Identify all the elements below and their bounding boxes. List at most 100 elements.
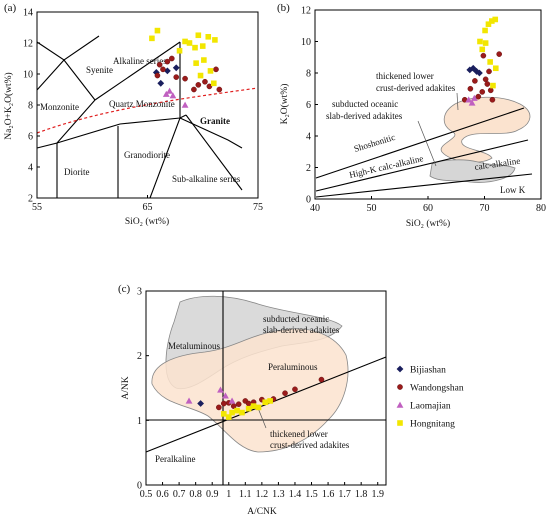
legend-label-hongnitang: Hongnitang	[410, 420, 455, 430]
y-tick-label-b-2: 4	[306, 132, 311, 143]
annot-b-oceanic-slab-2: slab-derived adakites	[326, 111, 403, 121]
point-b-hongnitang-9	[493, 65, 499, 72]
x-axis-label-a: SiO₂ (wt%)	[125, 216, 169, 227]
legend-marker-bijiashan	[396, 365, 404, 373]
y-tick-label-c-2: 2	[137, 351, 142, 362]
annot-b-lower-crust-1: thickened lower	[376, 71, 434, 81]
point-b-hongnitang-2	[482, 27, 488, 34]
field-diorite: Diorite	[64, 167, 90, 177]
legend-marker-wandongshan	[397, 384, 403, 390]
y-tick-label-a-3: 8	[28, 101, 33, 112]
leader-b-oceanic-slab	[417, 120, 437, 167]
x-tick-label-b-1: 50	[367, 203, 377, 214]
point-a-bijiashan-2	[163, 67, 171, 75]
boundary-a-syenite	[36, 35, 100, 61]
point-a-hongnitang-6	[195, 32, 202, 39]
field-peralkaline: Peralkaline	[155, 454, 195, 464]
point-c-laomajian-3	[228, 397, 236, 404]
point-c-hongnitang-6	[250, 403, 257, 409]
point-a-laomajian-2	[169, 92, 177, 99]
point-a-wandongshan-10	[206, 83, 213, 90]
point-a-wandongshan-1	[156, 61, 163, 68]
field-high-k: High-K calc-alkaline	[348, 153, 424, 180]
legend-label-wandongshan: Wandongshan	[410, 384, 464, 394]
point-a-wandongshan-8	[195, 82, 202, 88]
point-c-wandongshan-11	[292, 386, 298, 393]
x-tick-label-c-2: 0.7	[173, 489, 186, 500]
x-tick-label-c-13: 1.8	[355, 489, 368, 500]
point-b-hongnitang-4	[489, 18, 495, 24]
y-tick-label-a-4: 10	[23, 70, 33, 81]
y-tick-label-a-1: 4	[28, 163, 33, 174]
point-a-bijiashan-1	[157, 79, 165, 87]
field-monzonite: Monzonite	[40, 102, 79, 112]
x-axis-label-c: A/CNK	[247, 507, 277, 517]
legend-label-laomajian: Laomajian	[410, 402, 451, 412]
point-a-wandongshan-9	[202, 78, 208, 85]
y-tick-label-b-6: 12	[301, 6, 311, 17]
point-b-wandongshan-9	[480, 52, 487, 59]
point-b-wandongshan-1	[467, 85, 474, 92]
x-tick-label-c-6: 1.1	[239, 489, 252, 500]
panel-a-label: (a)	[4, 2, 17, 14]
x-tick-label-b-0: 40	[310, 203, 320, 214]
point-c-wandongshan-10	[282, 390, 288, 396]
boundary-a-grd-right	[149, 117, 181, 199]
x-tick-label-c-1: 0.6	[156, 489, 169, 500]
point-a-hongnitang-12	[207, 68, 214, 74]
x-tick-label-c-5: 1	[226, 489, 231, 500]
leader-c-lower-crust	[257, 407, 267, 429]
legend-marker-laomajian	[396, 401, 404, 408]
field-c-lower-crust-adakite	[151, 328, 349, 453]
point-b-hongnitang-6	[482, 40, 489, 46]
point-a-hongnitang-8	[205, 34, 212, 40]
field-low-k: Low K	[500, 185, 526, 195]
y-tick-label-c-3: 3	[137, 287, 142, 298]
ticks-a: 55 65 75 2 4 6 8 10 12 14	[23, 8, 263, 214]
point-b-laomajian-0	[465, 96, 473, 103]
y-tick-label-c-0: 0	[137, 481, 142, 492]
x-tick-label-a-1: 65	[143, 202, 153, 213]
y-axis-label-c: A/NK	[121, 376, 131, 399]
point-a-hongnitang-1	[154, 27, 161, 34]
x-tick-label-c-3: 0.8	[189, 489, 202, 500]
field-syenite: Syenite	[86, 65, 113, 75]
field-granodiorite: Granodiorite	[124, 150, 170, 160]
field-shoshonitic: Shoshonitic	[353, 132, 397, 154]
field-metaluminous: Metaluminous	[168, 341, 220, 351]
y-tick-label-b-5: 10	[301, 37, 311, 48]
point-c-hongnitang-7	[255, 404, 262, 411]
point-c-wandongshan-1	[220, 400, 227, 407]
y-tick-label-b-0: 0	[306, 195, 311, 206]
point-c-hongnitang-9	[267, 398, 273, 404]
boundary-b-highk	[315, 139, 529, 192]
panel-b-label: (b)	[277, 2, 290, 14]
point-a-hongnitang-9	[212, 37, 218, 43]
x-tick-label-a-2: 75	[253, 202, 263, 213]
point-b-wandongshan-2	[472, 78, 478, 84]
leader-b-lower-crust	[456, 92, 459, 111]
point-a-wandongshan-7	[191, 86, 197, 93]
legend-marker-hongnitang	[397, 420, 403, 426]
point-b-wandongshan-10	[484, 81, 491, 87]
point-c-laomajian-0	[185, 397, 193, 404]
x-tick-label-b-4: 80	[536, 203, 546, 214]
point-a-wandongshan-12	[216, 86, 223, 93]
point-a-bijiashan-0	[152, 69, 160, 76]
x-tick-label-c-7: 1.2	[256, 489, 269, 500]
x-tick-label-a-0: 55	[32, 202, 42, 213]
field-quartz-monzonite: Quartz Monzonite	[109, 99, 175, 109]
point-c-hongnitang-4	[239, 409, 245, 416]
point-a-hongnitang-7	[199, 43, 206, 49]
annot-b-oceanic-slab-1: subducted oceanic	[332, 99, 398, 109]
legend-label-bijiashan: Bijiashan	[410, 366, 446, 376]
boundary-b-shoshonitic	[315, 107, 525, 179]
field-b-oceanic-slab-adakite	[429, 159, 516, 183]
point-c-wandongshan-6	[245, 400, 252, 407]
field-peraluminous: Peraluminous	[268, 362, 318, 372]
point-a-hongnitang-10	[193, 60, 199, 66]
panel-c: (c) subducted oceanic slab-derived adaki…	[118, 283, 387, 517]
field-alkaline-series: Alkaline series	[113, 56, 167, 66]
field-granite: Granite	[200, 116, 230, 126]
